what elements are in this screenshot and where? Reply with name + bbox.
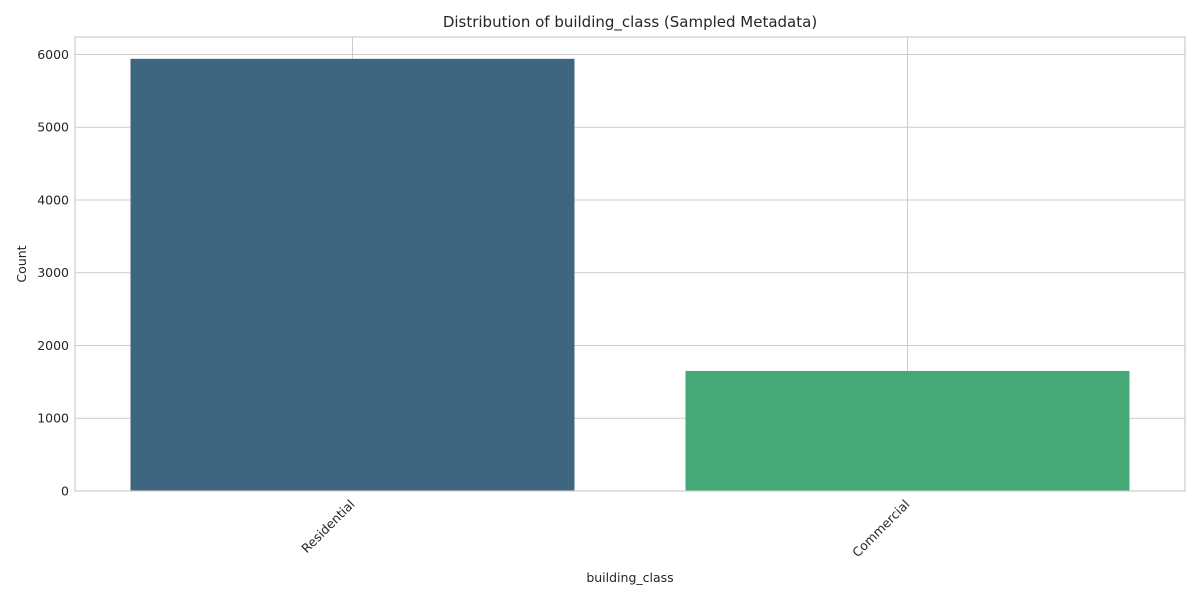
x-tick-label: Commercial [849,497,912,560]
y-tick-label: 6000 [37,47,69,62]
plot-frame [74,36,1186,492]
y-tick-label: 2000 [37,338,69,353]
x-tick-labels: Residential Commercial [298,497,912,560]
y-tick-label: 1000 [37,411,69,426]
chart-title: Distribution of building_class (Sampled … [443,13,817,32]
y-tick-label: 0 [61,484,69,499]
y-tick-label: 4000 [37,192,69,207]
x-tick-label: Residential [298,497,357,556]
y-axis-label: Count [14,245,29,282]
x-axis-label: building_class [586,570,673,585]
bar-residential [130,58,575,491]
y-tick-label: 5000 [37,120,69,135]
bar-commercial [685,370,1130,491]
y-tick-label: 3000 [37,265,69,280]
bar-layer [130,58,1130,491]
y-tick-labels: 0 1000 2000 3000 4000 5000 6000 [37,47,69,499]
